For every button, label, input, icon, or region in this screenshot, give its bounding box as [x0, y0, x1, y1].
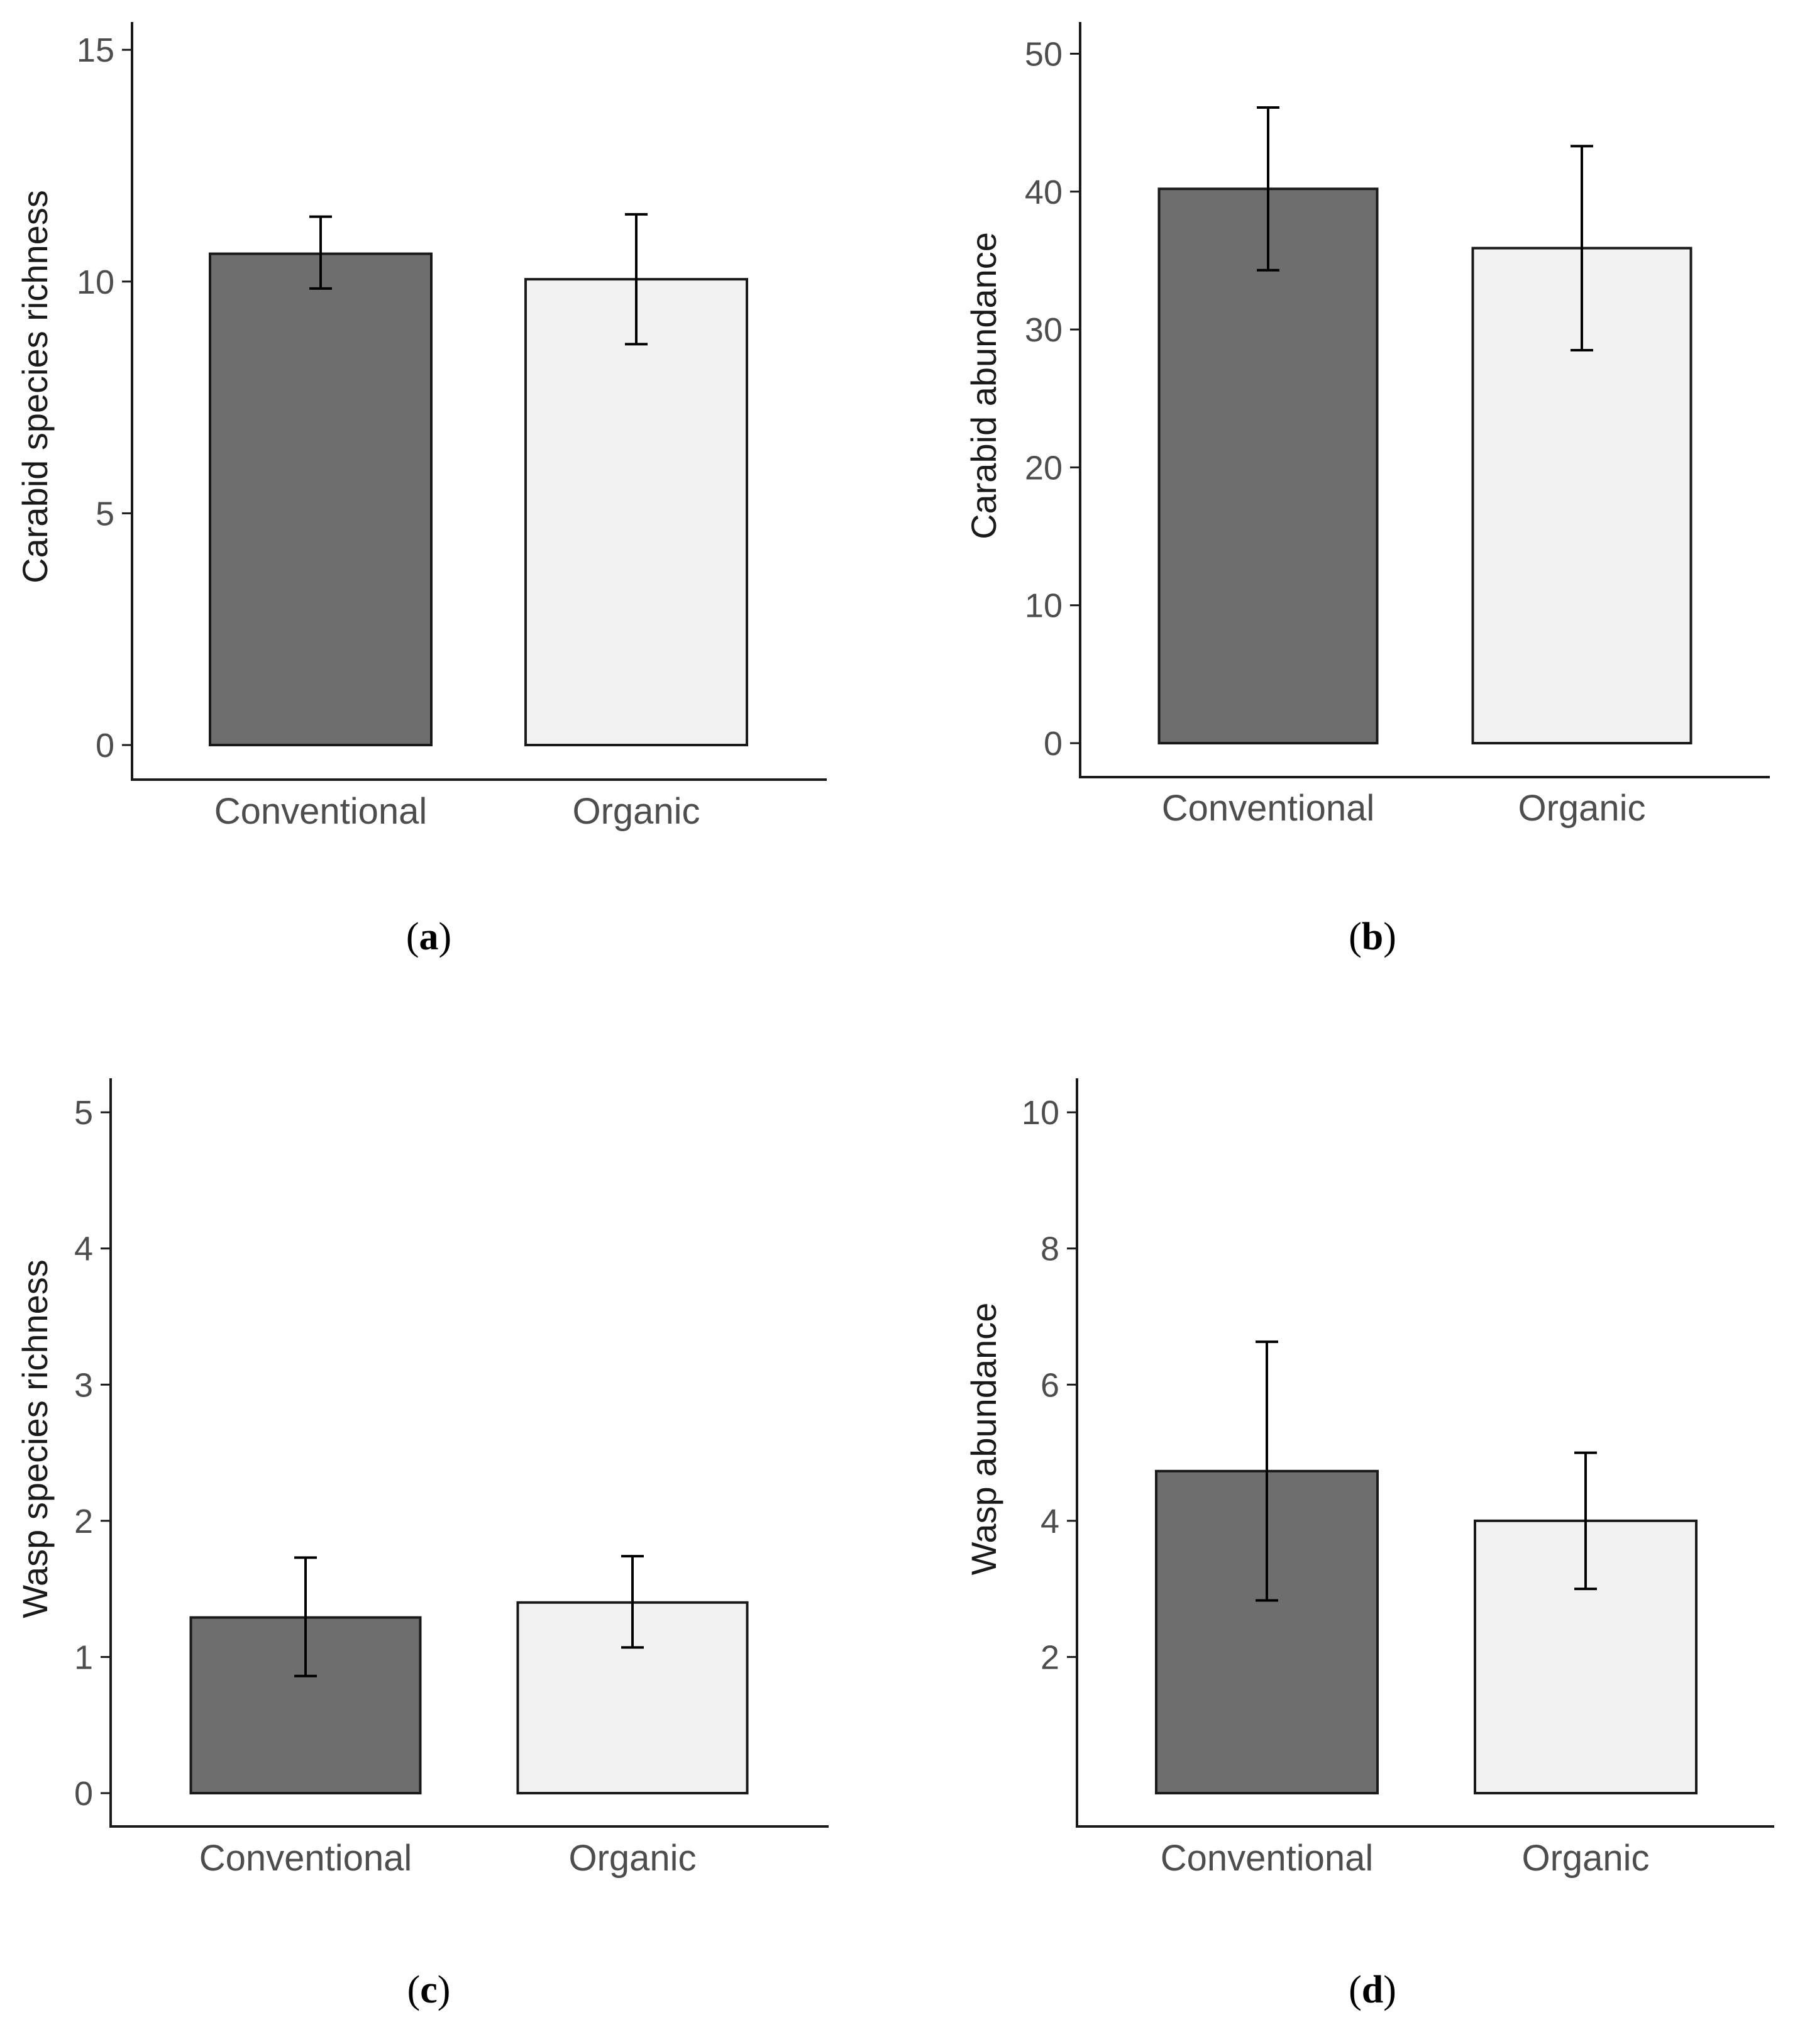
panel-a-y-ticks: 0 5 10 15: [77, 31, 132, 765]
panel-d-y-tick-label: 8: [1041, 1230, 1059, 1268]
panel-b-errorbar-conventional: [1257, 106, 1279, 272]
panel-b: 0 10 20 30 40 50 Conventional Organic Carabid…: [964, 22, 1770, 958]
panel-b-y-ticks: 0 10 20 30 40 50: [1025, 35, 1080, 763]
panel-a-y-tick-label: 15: [77, 31, 114, 69]
panel-a-errorbars: [309, 213, 648, 346]
panel-b-y-axis-title: Carabid abundance: [964, 232, 1003, 539]
panel-a: 0 5 10 15 Conventional Organic Carabid spec…: [15, 22, 827, 958]
panel-d-y-tick-label: 4: [1041, 1503, 1059, 1540]
panel-c-y-axis-title: Wasp species richness: [15, 1259, 55, 1618]
panel-b-bars: [1157, 187, 1692, 744]
panel-b-y-tick-label: 0: [1044, 725, 1063, 763]
panel-b-y-tick-label: 30: [1025, 311, 1063, 349]
panel-c-errorbar-conventional: [294, 1556, 317, 1677]
panel-c-y-tick-label: 5: [74, 1094, 93, 1132]
panel-b-y-tick-label: 40: [1025, 174, 1063, 211]
panel-c-errorbars: [294, 1555, 644, 1677]
panel-b-y-tick-label: 20: [1025, 449, 1063, 487]
panel-d-axes: [1076, 1078, 1774, 1828]
panel-a-axes: [131, 22, 827, 781]
panel-d-label: (d): [1349, 1969, 1396, 2011]
panel-d-y-tick-label: 6: [1041, 1366, 1059, 1404]
panel-c-errorbar-organic: [621, 1555, 644, 1649]
panel-b-errorbars: [1257, 106, 1593, 351]
panel-a-y-tick-label: 10: [77, 263, 114, 301]
panel-d-errorbar-conventional: [1256, 1340, 1278, 1602]
panel-c-y-tick-label: 3: [74, 1366, 93, 1404]
panel-d-bars: [1155, 1469, 1698, 1795]
panel-d-y-tick-label: 10: [1022, 1094, 1059, 1132]
panel-b-y-tick-label: 50: [1025, 35, 1063, 73]
panel-d-x-label-conventional: Conventional: [1161, 1838, 1374, 1879]
panel-d-errorbar-organic: [1574, 1451, 1597, 1591]
panel-a-x-label-organic: Organic: [572, 791, 700, 832]
panel-d-y-axis-title: Wasp abundance: [964, 1303, 1003, 1576]
panel-b-y-tick-label: 10: [1025, 587, 1063, 625]
panel-a-bars: [209, 252, 748, 747]
panel-b-bar-conventional: [1157, 187, 1379, 744]
panel-a-errorbar-conventional: [309, 215, 332, 290]
panel-c-bar-organic: [516, 1601, 749, 1795]
panel-c-label: (c): [407, 1969, 451, 2011]
panel-a-y-axis-title: Carabid species richness: [15, 190, 55, 583]
panel-c-y-ticks: 0 1 2 3 4 5: [74, 1094, 111, 1813]
panel-c: 0 1 2 3 4 5 Conventional Organic Wasp species…: [15, 1078, 829, 2011]
panel-c-y-tick-label: 0: [74, 1775, 93, 1813]
panel-a-bar-organic: [524, 278, 748, 746]
panel-d-errorbars: [1256, 1340, 1597, 1602]
panel-b-x-label-organic: Organic: [1518, 788, 1645, 829]
panel-b-errorbar-organic: [1571, 145, 1593, 351]
panel-d: 2 4 6 8 10 Conventional Organic Wasp abundan…: [964, 1078, 1774, 2011]
panel-a-x-label-conventional: Conventional: [214, 791, 428, 832]
panel-b-axes: [1079, 22, 1770, 778]
panel-a-bar-conventional: [209, 252, 433, 747]
panel-a-label: (a): [406, 915, 451, 958]
panel-c-y-tick-label: 2: [74, 1503, 93, 1540]
panel-b-x-label-conventional: Conventional: [1162, 788, 1375, 829]
panel-c-bars: [189, 1601, 749, 1795]
panel-c-y-tick-label: 1: [74, 1638, 93, 1676]
panel-c-axes: [109, 1078, 829, 1828]
panel-d-x-label-organic: Organic: [1521, 1838, 1649, 1879]
panel-a-y-tick-label: 5: [96, 495, 114, 533]
panel-c-y-tick-label: 4: [74, 1230, 93, 1268]
panel-a-errorbar-organic: [625, 213, 648, 346]
panel-d-y-tick-label: 2: [1041, 1638, 1059, 1676]
panel-c-x-label-organic: Organic: [568, 1838, 696, 1879]
panel-d-y-ticks: 2 4 6 8 10: [1022, 1094, 1077, 1676]
panel-b-label: (b): [1349, 915, 1396, 958]
panel-a-y-tick-label: 0: [96, 727, 114, 765]
panel-c-x-label-conventional: Conventional: [199, 1838, 412, 1879]
